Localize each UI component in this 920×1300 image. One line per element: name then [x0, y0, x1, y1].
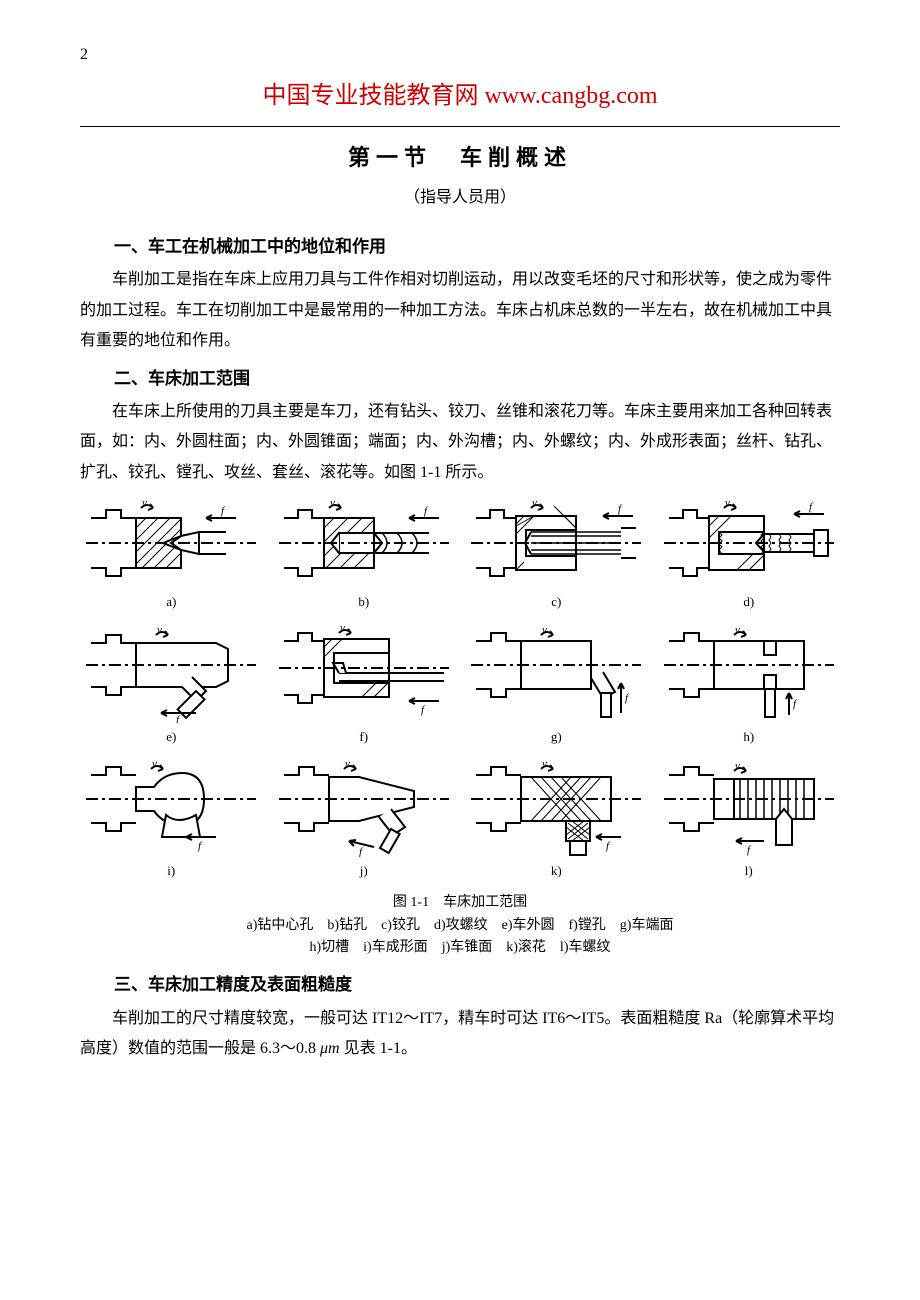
svg-text:v: v: [725, 498, 730, 509]
svg-text:f: f: [625, 692, 630, 704]
label-d: d): [658, 590, 841, 615]
svg-text:v: v: [152, 758, 157, 770]
caption-line-2: h)切槽 i)车成形面 j)车锥面 k)滚花 l)车螺纹: [80, 937, 840, 959]
svg-text:f: f: [176, 714, 181, 723]
subtitle: （指导人员用）: [80, 183, 840, 213]
diagram-b: v f b): [273, 498, 456, 615]
svg-text:v: v: [157, 624, 162, 636]
figure-1-1: v f a): [80, 498, 840, 959]
label-f: f): [273, 725, 456, 750]
svg-text:v: v: [735, 624, 740, 636]
svg-text:v: v: [542, 758, 547, 770]
label-c: c): [465, 590, 648, 615]
caption-line-1: a)钻中心孔 b)钻孔 c)铰孔 d)攻螺纹 e)车外圆 f)镗孔 g)车端面: [80, 915, 840, 937]
label-h: h): [658, 725, 841, 750]
diagram-j: v f j): [273, 757, 456, 884]
paragraph-2: 在车床上所使用的刀具主要是车刀，还有钻头、铰刀、丝锥和滚花刀等。车床主要用来加工…: [80, 397, 840, 488]
svg-text:f: f: [618, 503, 623, 515]
figure-caption: 图 1-1 车床加工范围 a)钻中心孔 b)钻孔 c)铰孔 d)攻螺纹 e)车外…: [80, 892, 840, 959]
paragraph-3: 车削加工的尺寸精度较宽，一般可达 IT12～IT7，精车时可达 IT6～IT5。…: [80, 1004, 840, 1065]
diagram-d: v f d): [658, 498, 841, 615]
svg-text:v: v: [345, 758, 350, 770]
svg-text:f: f: [221, 505, 226, 517]
svg-text:f: f: [809, 501, 814, 513]
svg-text:v: v: [330, 498, 335, 509]
label-i: i): [80, 859, 263, 884]
svg-text:f: f: [359, 846, 364, 857]
label-k: k): [465, 859, 648, 884]
diagram-a: v f a): [80, 498, 263, 615]
svg-text:f: f: [421, 704, 426, 716]
paragraph-1: 车削加工是指在车床上应用刀具与工件作相对切削运动，用以改变毛坯的尺寸和形状等，使…: [80, 265, 840, 356]
svg-text:v: v: [735, 760, 740, 772]
svg-text:v: v: [542, 624, 547, 636]
svg-text:v: v: [532, 498, 537, 509]
heading-3: 三、车床加工精度及表面粗糙度: [80, 969, 840, 1001]
page-number: 2: [80, 40, 840, 70]
svg-text:f: f: [606, 840, 611, 852]
p3-text-a: 车削加工的尺寸精度较宽，一般可达 IT12～IT7，精车时可达 IT6～IT5。…: [80, 1010, 834, 1057]
diagram-g: v f g): [465, 623, 648, 750]
svg-text:f: f: [424, 505, 429, 517]
p3-unit: μm: [320, 1040, 340, 1057]
heading-2: 二、车床加工范围: [80, 363, 840, 395]
diagram-c: v f c): [465, 498, 648, 615]
p3-text-c: 见表 1-1。: [344, 1040, 417, 1057]
caption-title: 图 1-1 车床加工范围: [80, 892, 840, 914]
diagram-i: v f i): [80, 757, 263, 884]
svg-text:f: f: [793, 698, 798, 710]
site-header: 中国专业技能教育网 www.cangbg.com: [80, 74, 840, 127]
label-l: l): [658, 859, 841, 884]
diagram-row-3: v f i) v: [80, 757, 840, 884]
diagram-row-2: v f e): [80, 623, 840, 750]
svg-text:f: f: [198, 840, 203, 852]
label-a: a): [80, 590, 263, 615]
label-e: e): [80, 725, 263, 750]
label-b: b): [273, 590, 456, 615]
diagram-f: v f f): [273, 623, 456, 750]
svg-text:v: v: [340, 623, 345, 634]
diagram-h: v f h): [658, 623, 841, 750]
diagram-k: v f k): [465, 757, 648, 884]
svg-text:f: f: [747, 844, 752, 856]
section-title: 第一节 车削概述: [80, 137, 840, 179]
diagram-row-1: v f a): [80, 498, 840, 615]
label-g: g): [465, 725, 648, 750]
heading-1: 一、车工在机械加工中的地位和作用: [80, 231, 840, 263]
diagram-e: v f e): [80, 623, 263, 750]
svg-text:v: v: [142, 498, 147, 509]
label-j: j): [273, 859, 456, 884]
diagram-l: v f l): [658, 757, 841, 884]
